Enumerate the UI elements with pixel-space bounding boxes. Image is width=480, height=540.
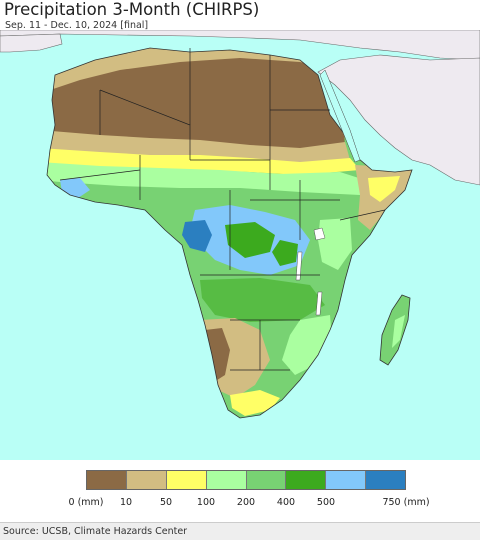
legend-swatch [166, 471, 207, 489]
date-range: Sep. 11 - Dec. 10, 2024 [final] [5, 20, 149, 31]
legend-tick-label: 200 [236, 497, 256, 508]
lake-malawi [315, 291, 323, 316]
lake-tanganyika [295, 251, 303, 281]
legend-swatch [366, 471, 405, 489]
legend-tick-label: 0 (mm) [68, 497, 104, 508]
legend-tick-label: 750 (mm) [382, 497, 430, 508]
iberia-landmass [0, 33, 63, 53]
legend-swatch [286, 471, 327, 489]
color-scale-bar [86, 470, 406, 490]
map-title: Precipitation 3-Month (CHIRPS) [4, 0, 260, 19]
lake-victoria [313, 227, 326, 241]
footer: Source: UCSB, Climate Hazards Center [0, 522, 480, 540]
legend-swatch [246, 471, 287, 489]
legend-tick-label: 400 [276, 497, 296, 508]
legend-swatch [206, 471, 247, 489]
source-credit: Source: UCSB, Climate Hazards Center [3, 526, 188, 537]
legend-swatch [326, 471, 367, 489]
legend-tick-label: 10 [119, 497, 133, 508]
middle-east-landmass [317, 54, 480, 186]
legend-swatch [87, 471, 127, 489]
legend-swatch [126, 471, 167, 489]
red-sea [319, 69, 361, 163]
legend-tick-label: 500 [316, 497, 336, 508]
precipitation-map [0, 30, 480, 460]
legend-tick-label: 50 [159, 497, 173, 508]
country-borders [59, 48, 386, 371]
legend-tick-label: 100 [196, 497, 216, 508]
legend: 0 (mm) 10 50 100 200 400 500 750 (mm) [0, 460, 480, 522]
